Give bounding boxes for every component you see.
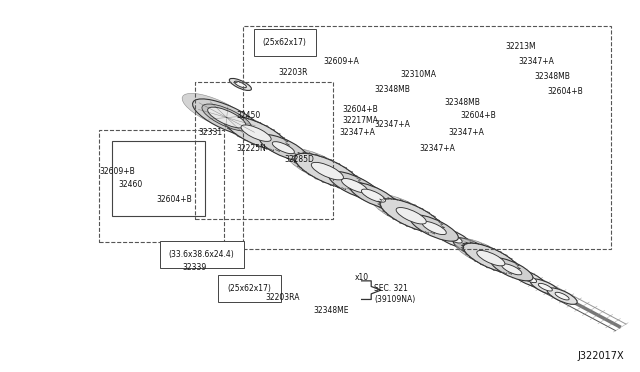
Text: 32604+B: 32604+B [157, 195, 193, 203]
Ellipse shape [342, 179, 367, 193]
Text: 32348ME: 32348ME [314, 306, 349, 315]
Ellipse shape [202, 104, 252, 131]
Ellipse shape [444, 233, 462, 243]
Bar [99, 130, 224, 242]
Bar [195, 82, 333, 219]
Ellipse shape [380, 199, 442, 233]
Ellipse shape [511, 269, 546, 288]
Ellipse shape [193, 99, 261, 136]
Text: 32609+B: 32609+B [99, 167, 135, 176]
Ellipse shape [491, 258, 533, 281]
Ellipse shape [555, 292, 569, 300]
Ellipse shape [463, 243, 481, 253]
Text: 32604+B: 32604+B [547, 87, 583, 96]
Ellipse shape [547, 288, 577, 304]
Text: SEC. 321
(39109NA): SEC. 321 (39109NA) [374, 284, 415, 304]
Ellipse shape [252, 131, 300, 157]
Text: 32348MB: 32348MB [374, 85, 410, 94]
Text: 32225N: 32225N [237, 144, 266, 153]
Ellipse shape [520, 274, 536, 283]
Ellipse shape [531, 279, 561, 295]
Ellipse shape [207, 107, 246, 128]
Ellipse shape [477, 250, 505, 266]
Ellipse shape [285, 148, 351, 184]
Ellipse shape [225, 116, 287, 150]
Ellipse shape [463, 243, 518, 273]
Ellipse shape [453, 238, 491, 259]
Text: J322017X: J322017X [577, 351, 624, 361]
Ellipse shape [434, 228, 472, 248]
Text: 32347+A: 32347+A [374, 120, 410, 129]
Ellipse shape [182, 93, 250, 131]
Ellipse shape [295, 154, 314, 164]
Ellipse shape [342, 179, 390, 205]
Ellipse shape [259, 135, 307, 161]
Text: 32339: 32339 [182, 263, 207, 272]
Ellipse shape [483, 254, 525, 277]
Text: (33.6x38.6x24.4): (33.6x38.6x24.4) [169, 250, 234, 259]
Text: (25x62x17): (25x62x17) [228, 284, 271, 293]
Ellipse shape [371, 194, 433, 228]
Ellipse shape [294, 153, 360, 189]
Text: 32450: 32450 [237, 111, 261, 120]
Text: 32310MA: 32310MA [400, 70, 436, 79]
Ellipse shape [396, 208, 426, 224]
Text: 32213M: 32213M [506, 42, 536, 51]
Ellipse shape [216, 111, 278, 145]
Ellipse shape [328, 171, 381, 200]
Text: 32347+A: 32347+A [448, 128, 484, 137]
Ellipse shape [373, 195, 412, 216]
Text: x10: x10 [355, 273, 369, 282]
Ellipse shape [403, 211, 451, 237]
Text: 32203RA: 32203RA [266, 293, 300, 302]
Bar [112, 141, 205, 216]
Ellipse shape [234, 81, 246, 88]
Text: 32604+B: 32604+B [342, 105, 378, 114]
Ellipse shape [349, 183, 397, 209]
Text: 32347+A: 32347+A [339, 128, 375, 137]
Text: 32609+A: 32609+A [323, 57, 359, 66]
Text: 32347+A: 32347+A [518, 57, 554, 66]
Text: 32285D: 32285D [285, 155, 315, 164]
Text: 32217MA: 32217MA [342, 116, 378, 125]
Bar [243, 26, 611, 249]
Text: 32348MB: 32348MB [445, 98, 481, 107]
Ellipse shape [538, 283, 552, 291]
Text: 32203R: 32203R [278, 68, 308, 77]
Ellipse shape [454, 238, 509, 268]
Text: (25x62x17): (25x62x17) [263, 38, 307, 47]
Text: 32348MB: 32348MB [534, 72, 570, 81]
Ellipse shape [285, 148, 323, 169]
Text: 32460: 32460 [118, 180, 143, 189]
Text: 32604+B: 32604+B [461, 111, 497, 120]
Ellipse shape [241, 125, 271, 141]
Ellipse shape [362, 189, 385, 202]
Ellipse shape [272, 142, 294, 154]
Ellipse shape [502, 264, 522, 275]
Ellipse shape [422, 221, 446, 235]
Text: 32347+A: 32347+A [419, 144, 455, 153]
Ellipse shape [311, 162, 344, 180]
Ellipse shape [383, 201, 401, 211]
Ellipse shape [229, 78, 252, 90]
Text: 32331: 32331 [198, 128, 223, 137]
Ellipse shape [321, 167, 373, 196]
Ellipse shape [410, 215, 458, 241]
